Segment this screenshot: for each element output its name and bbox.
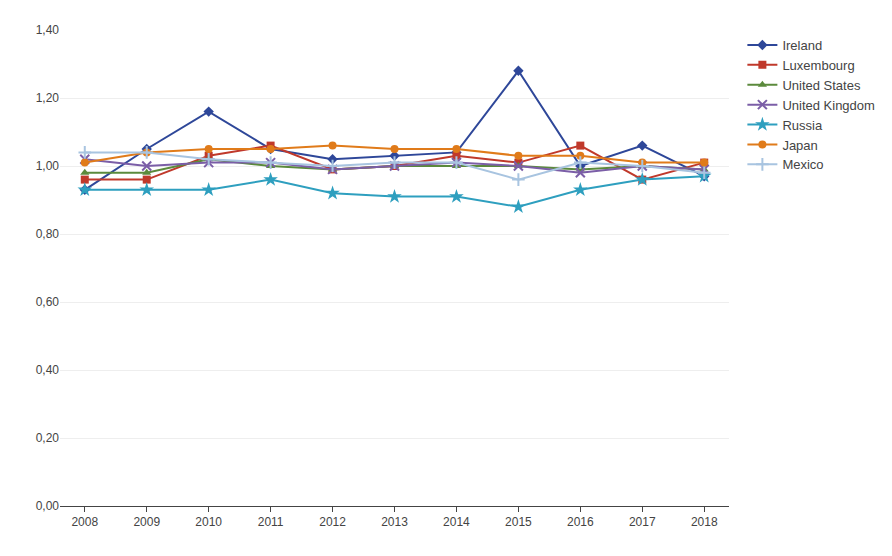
svg-text:Japan: Japan — [782, 138, 817, 153]
svg-text:2015: 2015 — [505, 515, 532, 529]
svg-text:2012: 2012 — [319, 515, 346, 529]
svg-text:Ireland: Ireland — [782, 38, 822, 53]
svg-text:Luxembourg: Luxembourg — [782, 58, 854, 73]
svg-text:1,40: 1,40 — [36, 23, 60, 37]
svg-text:Russia: Russia — [782, 118, 823, 133]
svg-text:2016: 2016 — [567, 515, 594, 529]
svg-text:2008: 2008 — [71, 515, 98, 529]
svg-text:2010: 2010 — [195, 515, 222, 529]
svg-text:2013: 2013 — [381, 515, 408, 529]
svg-text:2017: 2017 — [629, 515, 656, 529]
svg-text:United States: United States — [782, 78, 861, 93]
svg-text:0,60: 0,60 — [36, 295, 60, 309]
svg-text:2014: 2014 — [443, 515, 470, 529]
svg-text:0,20: 0,20 — [36, 431, 60, 445]
svg-text:0,00: 0,00 — [36, 499, 60, 513]
svg-text:0,40: 0,40 — [36, 363, 60, 377]
svg-text:1,00: 1,00 — [36, 159, 60, 173]
svg-text:1,20: 1,20 — [36, 91, 60, 105]
svg-text:Mexico: Mexico — [782, 157, 823, 172]
svg-text:2011: 2011 — [258, 515, 284, 529]
svg-text:2018: 2018 — [691, 515, 718, 529]
svg-text:2009: 2009 — [133, 515, 160, 529]
svg-text:United Kingdom: United Kingdom — [782, 98, 875, 113]
svg-text:0,80: 0,80 — [36, 227, 60, 241]
